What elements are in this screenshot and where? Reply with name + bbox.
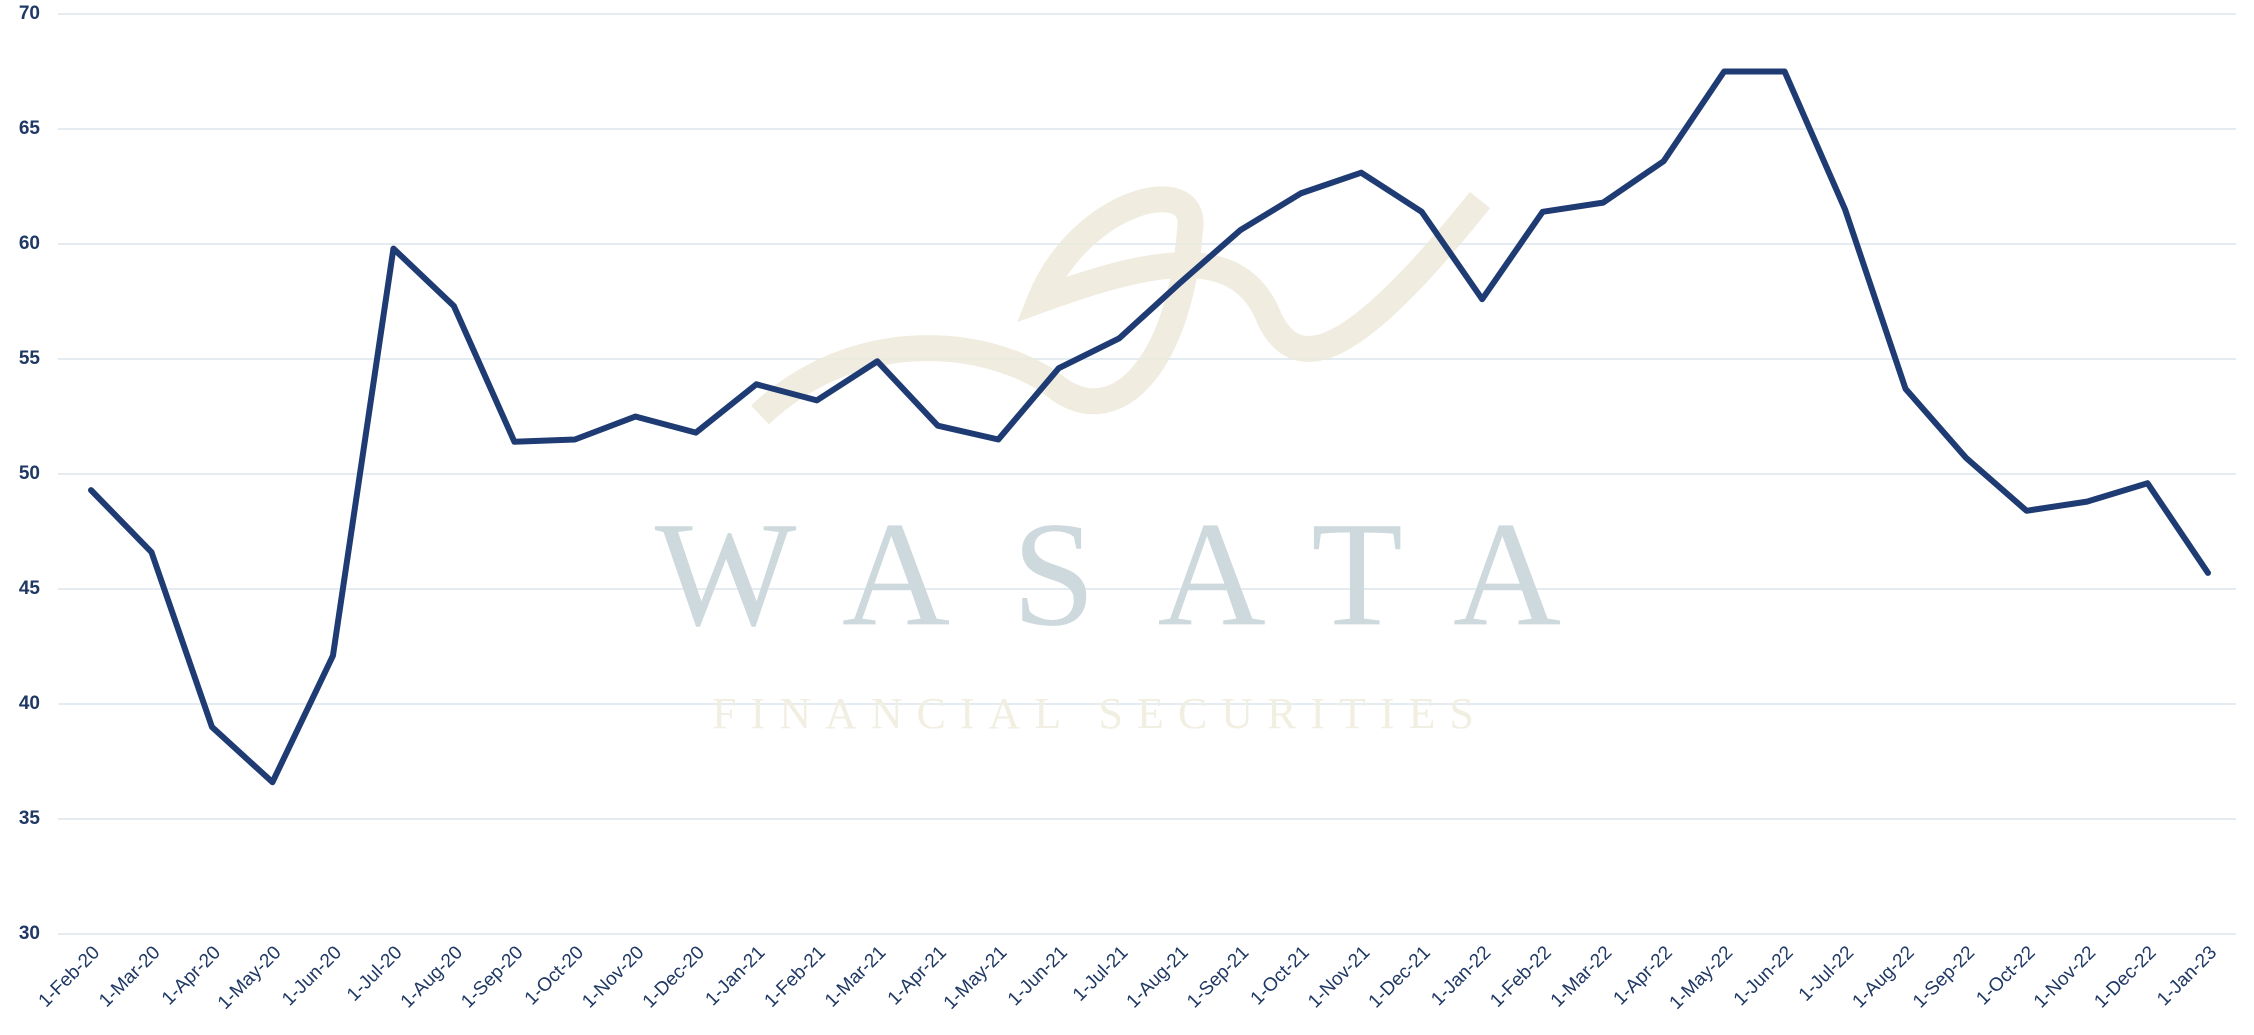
x-tick-label: 1-Aug-22: [1849, 942, 1919, 1012]
x-tick-label: 1-Feb-20: [35, 942, 104, 1011]
x-tick-label: 1-Aug-21: [1123, 942, 1193, 1012]
watermark-swirl: [751, 186, 1491, 425]
x-tick-label: 1-Jun-20: [278, 942, 346, 1010]
x-tick-label: 1-Jan-21: [702, 942, 770, 1010]
x-tick-label: 1-Dec-21: [1365, 942, 1435, 1012]
x-tick-label: 1-Jan-23: [2153, 942, 2221, 1010]
x-tick-label: 1-Nov-20: [578, 942, 648, 1012]
x-tick-label: 1-Nov-21: [1304, 942, 1374, 1012]
x-tick-label: 1-Oct-22: [1973, 942, 2040, 1009]
y-tick-label: 30: [19, 923, 40, 944]
x-tick-label: 1-Sep-22: [1909, 942, 1979, 1012]
x-tick-label: 1-Jun-21: [1004, 942, 1072, 1010]
x-tick-label: 1-May-21: [940, 942, 1012, 1014]
x-tick-label: 1-Feb-21: [761, 942, 830, 1011]
x-tick-label: 1-Mar-22: [1547, 942, 1616, 1011]
x-tick-label: 1-Mar-21: [821, 942, 890, 1011]
y-tick-label: 55: [19, 348, 41, 369]
y-tick-label: 45: [19, 578, 41, 599]
x-tick-label: 1-Jun-22: [1730, 942, 1798, 1010]
y-tick-label: 40: [19, 693, 40, 714]
y-tick-label: 35: [19, 808, 41, 829]
y-tick-label: 50: [19, 463, 40, 484]
y-tick-label: 65: [19, 118, 41, 139]
y-tick-label: 60: [19, 233, 40, 254]
x-tick-label: 1-Mar-20: [95, 942, 164, 1011]
x-tick-label: 1-May-20: [214, 942, 286, 1014]
x-tick-label: 1-Dec-20: [639, 942, 709, 1012]
x-tick-label: 1-Oct-21: [1247, 942, 1314, 1009]
watermark: WASATA FINANCIAL SECURITIES: [655, 186, 1623, 738]
x-tick-label: 1-Nov-22: [2030, 942, 2100, 1012]
x-tick-label: 1-Oct-20: [521, 942, 588, 1009]
x-tick-label: 1-Sep-21: [1183, 942, 1253, 1012]
data-line: [88, 68, 2211, 786]
y-tick-label: 70: [19, 3, 40, 24]
watermark-subtitle: FINANCIAL SECURITIES: [712, 689, 1488, 738]
x-tick-label: 1-Sep-20: [457, 942, 527, 1012]
x-tick-label: 1-May-22: [1666, 942, 1738, 1014]
x-tick-label: 1-Jan-22: [1427, 942, 1495, 1010]
watermark-title: WASATA: [655, 491, 1623, 657]
x-tick-label: 1-Aug-20: [397, 942, 467, 1012]
grid: [58, 13, 2236, 935]
x-tick-label: 1-Dec-22: [2090, 942, 2160, 1012]
x-tick-label: 1-Feb-22: [1486, 942, 1555, 1011]
